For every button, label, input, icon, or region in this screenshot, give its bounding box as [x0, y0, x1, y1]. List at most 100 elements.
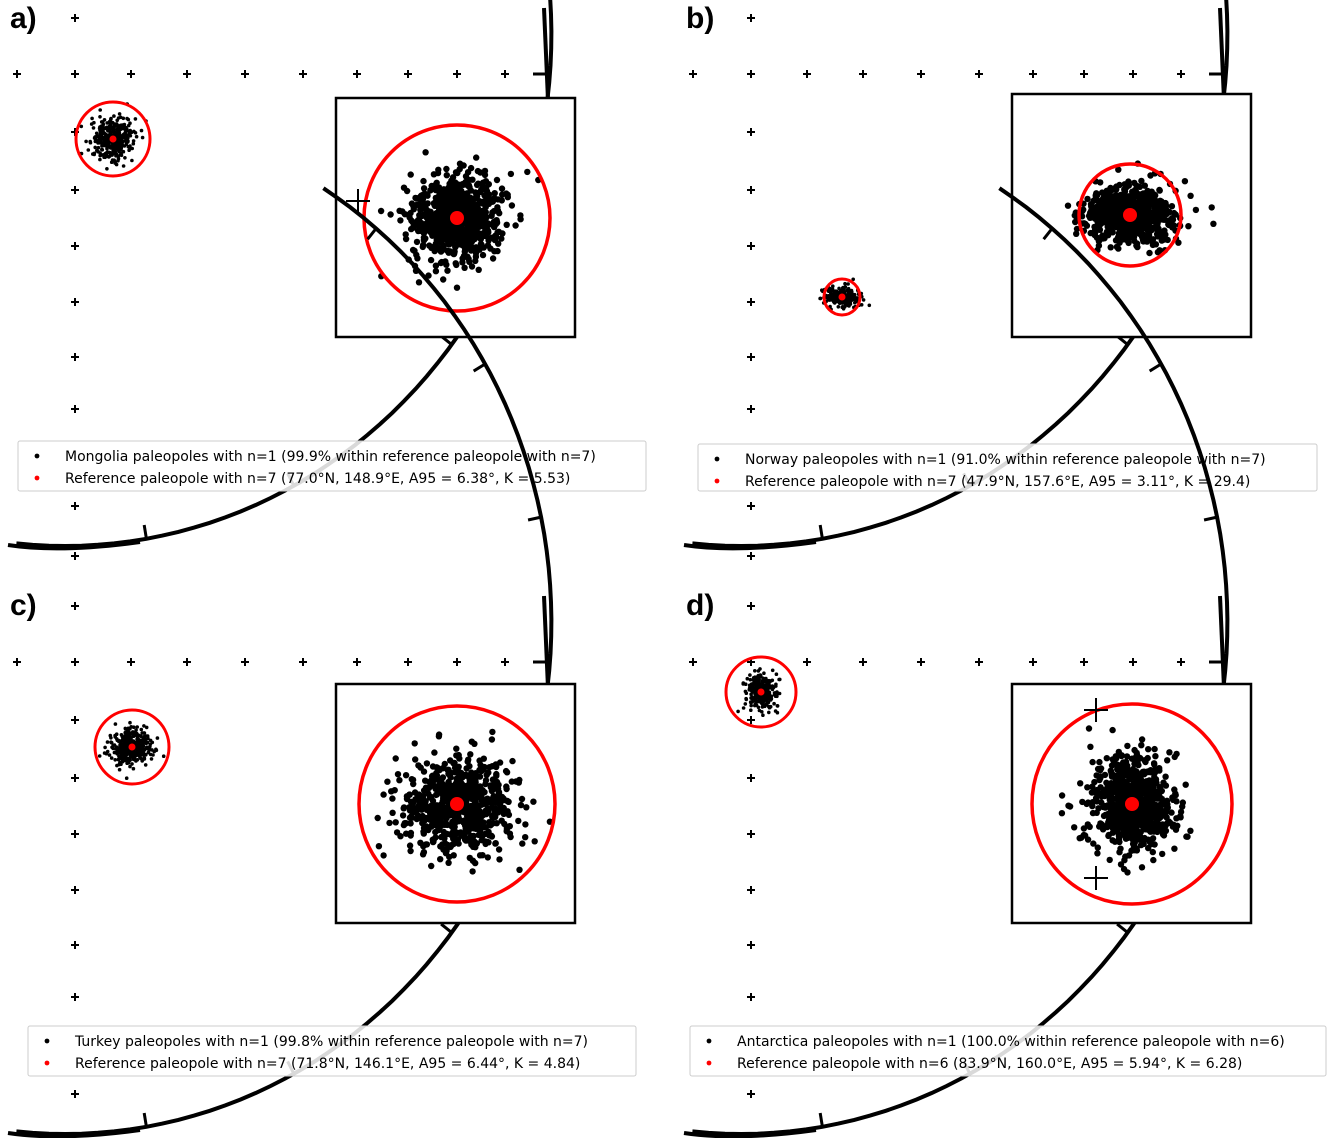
graticule-cross — [1029, 70, 1037, 78]
sample-point — [531, 838, 538, 845]
panel-1: a) Mongolia paleopoles with n=1 (99.9% wi… — [7, 0, 647, 560]
sample-point — [1152, 241, 1160, 248]
sample-point — [424, 192, 431, 199]
sample-point — [1170, 209, 1178, 217]
panel-label: d) — [686, 589, 714, 622]
sample-point — [476, 757, 483, 764]
sample-point — [1118, 800, 1126, 807]
sample-point — [449, 194, 456, 201]
sample-point — [1141, 796, 1148, 803]
sample-point — [115, 127, 119, 132]
sample-point — [482, 232, 489, 239]
sample-point — [1159, 810, 1167, 817]
sample-point — [140, 759, 144, 763]
sample-point — [1147, 827, 1154, 835]
sample-point — [769, 697, 773, 701]
sample-point — [846, 300, 851, 304]
sample-point — [129, 130, 134, 134]
map-sample-cloud — [93, 708, 171, 786]
sample-point — [774, 672, 779, 676]
sample-point — [128, 146, 133, 151]
sample-point — [1101, 771, 1109, 779]
graticule-cross — [747, 716, 755, 724]
graticule-cross — [747, 602, 755, 610]
sample-point — [1094, 850, 1101, 857]
sample-point — [456, 165, 463, 173]
sample-point — [139, 734, 143, 738]
sample-point — [125, 751, 129, 755]
sample-point — [1140, 837, 1147, 844]
reference-pole-point — [757, 688, 765, 696]
sample-point — [490, 813, 497, 821]
sample-point — [438, 833, 445, 841]
sample-point — [767, 705, 772, 710]
graticule-cross — [71, 14, 79, 22]
sample-point — [438, 784, 445, 792]
map-sample-cloud — [74, 100, 152, 178]
sample-point — [116, 158, 120, 163]
a95-circle — [724, 655, 798, 729]
sample-point — [451, 759, 458, 767]
sample-point — [429, 763, 437, 770]
graticule-cross — [71, 886, 79, 894]
sample-point — [775, 710, 780, 715]
sample-point — [1159, 850, 1166, 858]
graticule-cross — [71, 502, 79, 510]
sample-point — [137, 738, 141, 742]
sample-point — [1192, 206, 1200, 214]
sample-point — [764, 702, 769, 707]
sample-point — [1136, 815, 1144, 822]
graticule-cross — [975, 70, 983, 78]
sample-point — [1140, 779, 1148, 786]
sample-point — [762, 698, 767, 702]
sample-point — [1088, 203, 1095, 210]
sample-point — [440, 798, 447, 805]
graticule-cross — [127, 70, 135, 78]
sample-point — [86, 148, 91, 152]
sample-point — [124, 776, 129, 780]
sample-point — [1173, 750, 1180, 758]
sample-point — [105, 740, 110, 744]
sample-point — [748, 686, 752, 690]
sample-point — [128, 720, 132, 725]
boundary-arc — [1218, 7, 1226, 101]
sample-point — [455, 181, 462, 188]
sample-point — [1130, 828, 1138, 835]
sample-point — [861, 298, 866, 302]
sample-point — [102, 118, 107, 122]
sample-point — [479, 811, 487, 819]
graticule-cross — [71, 1090, 79, 1098]
sample-point — [743, 702, 748, 706]
sample-point — [1092, 795, 1100, 802]
sample-point — [420, 241, 427, 249]
sample-point — [463, 765, 470, 772]
sample-point — [408, 807, 415, 814]
sample-point — [1111, 816, 1119, 824]
sample-point — [417, 839, 424, 846]
reference-pole-point — [450, 797, 464, 811]
sample-point — [494, 196, 502, 203]
sample-point — [94, 131, 99, 136]
graticule-cross — [71, 242, 79, 250]
sample-point — [456, 817, 463, 824]
sample-point — [391, 787, 398, 794]
sample-point — [499, 191, 506, 198]
sample-point — [1114, 774, 1121, 782]
sample-point — [112, 114, 116, 118]
sample-point — [463, 793, 470, 801]
sample-point — [447, 842, 454, 850]
sample-point — [1058, 810, 1066, 817]
sample-point — [419, 225, 426, 232]
sample-point — [113, 733, 117, 738]
sample-point — [488, 736, 496, 743]
sample-point — [419, 851, 427, 858]
reference-pole-point — [1125, 797, 1139, 811]
sample-point — [452, 835, 459, 843]
graticule-cross — [453, 70, 461, 78]
sample-point — [470, 211, 477, 219]
sample-point — [1136, 183, 1144, 190]
sample-point — [455, 840, 462, 847]
inset-graticule-cross — [346, 189, 370, 213]
sample-point — [1146, 794, 1153, 801]
sample-point — [507, 170, 515, 178]
